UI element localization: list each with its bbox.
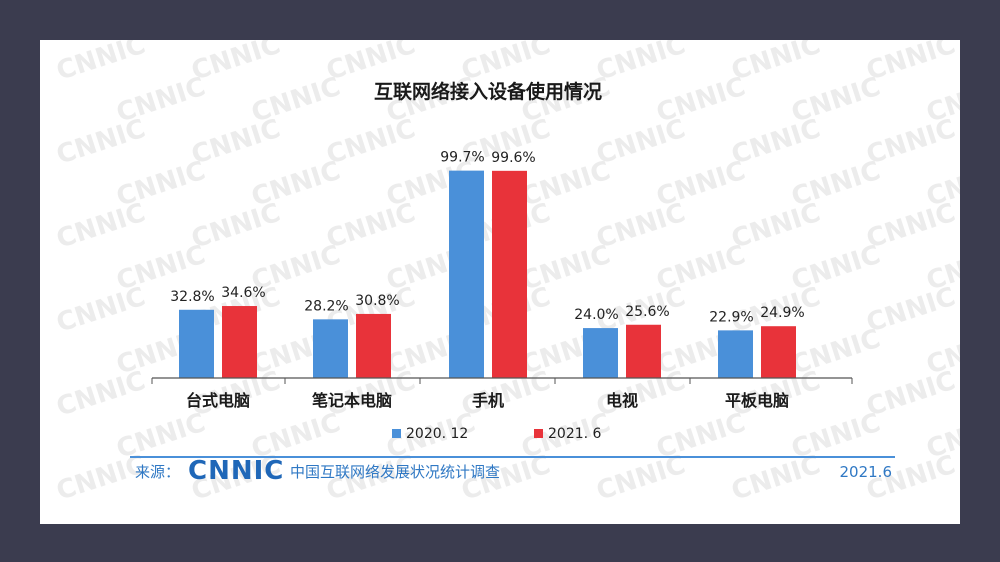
cnnic-logo: CNNIC [188,456,285,486]
category-label: 手机 [472,391,504,410]
bar-2020-12-3 [583,328,618,378]
legend-label: 2020. 12 [406,426,468,442]
chart-card: CNNIC CNNIC CNNIC CNNIC CNNIC CNNIC CNNIC CNNIC… [40,40,960,524]
bar-2020-12-4 [718,330,753,378]
legend-swatch [534,429,543,438]
legend-swatch [392,429,401,438]
data-label: 22.9% [709,309,753,325]
data-label: 24.0% [574,307,618,323]
bar-2020-12-1 [313,319,348,378]
bar-2020-12-2 [449,170,484,378]
bar-2021-6-2 [492,170,527,378]
bar-2021-6-4 [761,326,796,378]
data-label: 24.9% [760,305,804,321]
bar-chart: 互联网络接入设备使用情况 32.8% 28.2% 99.7% 24.0% 22.9% 34.… [151,80,853,442]
bar-2021-6-3 [626,324,661,378]
category-label: 台式电脑 [186,391,250,410]
bar-2021-6-1 [356,313,391,378]
data-label: 28.2% [304,298,348,314]
source-org: 中国互联网络发展状况统计调查 [290,463,501,481]
data-label: 25.6% [625,304,669,320]
legend-label: 2021. 6 [548,426,602,442]
source-footer: 来源： CNNIC 中国互联网络发展状况统计调查 2021.6 [40,440,960,524]
footer-divider [130,456,895,458]
bar-2021-6-0 [222,306,257,378]
data-label: 99.7% [440,150,484,166]
data-label: 99.6% [491,150,535,166]
data-label: 34.6% [221,285,265,301]
data-label: 32.8% [170,289,214,305]
category-label: 电视 [606,391,638,410]
category-label: 笔记本电脑 [312,391,392,410]
chart-title: 互联网络接入设备使用情况 [374,80,602,103]
bar-2020-12-0 [179,309,214,378]
category-label: 平板电脑 [725,391,789,410]
source-label: 来源： [135,463,181,481]
source-date: 2021.6 [839,463,893,481]
data-label: 30.8% [355,293,399,309]
